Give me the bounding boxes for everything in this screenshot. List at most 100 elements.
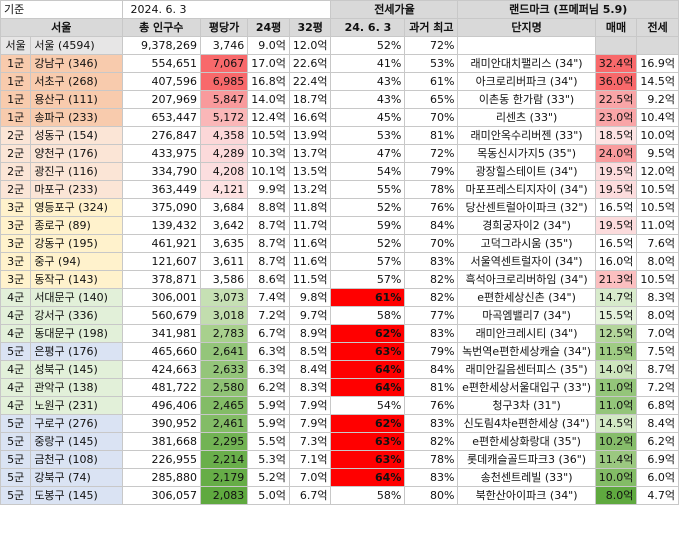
header-3[interactable]: 24평 <box>247 18 290 37</box>
price-per-pyeong-cell[interactable]: 4,208 <box>199 162 249 181</box>
population-cell[interactable]: 306,057 <box>121 486 201 505</box>
price-per-pyeong-cell[interactable]: 6,985 <box>199 72 249 91</box>
population-cell[interactable]: 560,679 <box>121 306 201 325</box>
price-per-pyeong-cell[interactable]: 3,018 <box>199 306 249 325</box>
sale-price-cell[interactable]: 11.4억 <box>594 450 638 469</box>
price-per-pyeong-cell[interactable]: 3,073 <box>199 288 249 307</box>
jeonse-ratio-cell[interactable]: 52% <box>330 36 406 55</box>
price-24-cell[interactable]: 12.4억 <box>247 108 290 127</box>
jeonse-price-cell[interactable]: 12.0억 <box>636 162 679 181</box>
complex-name-cell[interactable]: 청구3차 (31") <box>457 396 596 415</box>
price-32-cell[interactable]: 8.4억 <box>288 360 332 379</box>
sale-price-cell[interactable]: 32.4억 <box>594 54 638 73</box>
jeonse-max-cell[interactable]: 78% <box>404 180 459 199</box>
jeonse-ratio-cell[interactable]: 63% <box>330 450 406 469</box>
complex-name-cell[interactable]: 래미안대치팰리스 (34") <box>457 54 596 73</box>
complex-name-cell[interactable]: 목동신시가지5 (35") <box>457 144 596 163</box>
jeonse-ratio-cell[interactable]: 61% <box>330 288 406 307</box>
price-24-cell[interactable]: 10.1억 <box>247 162 290 181</box>
price-per-pyeong-cell[interactable]: 2,179 <box>199 468 249 487</box>
district-cell[interactable]: 용산구 (111) <box>30 90 123 109</box>
sale-price-cell[interactable]: 14.7억 <box>594 288 638 307</box>
price-per-pyeong-cell[interactable]: 4,358 <box>199 126 249 145</box>
price-per-pyeong-cell[interactable]: 3,746 <box>199 36 249 55</box>
population-cell[interactable]: 465,660 <box>121 342 201 361</box>
jeonse-ratio-cell[interactable]: 58% <box>330 306 406 325</box>
complex-name-cell[interactable]: 당산센트럴아이파크 (32") <box>457 198 596 217</box>
district-cell[interactable]: 중구 (94) <box>30 252 123 271</box>
complex-name-cell[interactable]: 마포프레스티지자이 (34") <box>457 180 596 199</box>
jeonse-ratio-cell[interactable]: 54% <box>330 162 406 181</box>
population-cell[interactable]: 334,790 <box>121 162 201 181</box>
gun-cell[interactable]: 1군 <box>0 108 32 127</box>
jeonse-max-cell[interactable]: 53% <box>404 54 459 73</box>
price-32-cell[interactable]: 13.5억 <box>288 162 332 181</box>
population-cell[interactable]: 285,880 <box>121 468 201 487</box>
complex-name-cell[interactable]: 마곡엠밸리7 (34") <box>457 306 596 325</box>
jeonse-max-cell[interactable]: 83% <box>404 468 459 487</box>
jeonse-ratio-cell[interactable]: 64% <box>330 378 406 397</box>
district-cell[interactable]: 광진구 (116) <box>30 162 123 181</box>
jeonse-ratio-cell[interactable]: 52% <box>330 198 406 217</box>
price-per-pyeong-cell[interactable]: 2,783 <box>199 324 249 343</box>
base-date-cell[interactable]: 2024. 6. 3 <box>121 0 332 19</box>
jeonse-price-cell[interactable]: 10.4억 <box>636 108 679 127</box>
gun-cell[interactable]: 2군 <box>0 144 32 163</box>
price-24-cell[interactable]: 5.5억 <box>247 432 290 451</box>
district-cell[interactable]: 성북구 (145) <box>30 360 123 379</box>
header-8[interactable]: 매매 <box>594 18 638 37</box>
jeonse-max-cell[interactable]: 72% <box>404 144 459 163</box>
jeonse-ratio-cell[interactable]: 59% <box>330 216 406 235</box>
price-24-cell[interactable]: 14.0억 <box>247 90 290 109</box>
district-cell[interactable]: 양천구 (176) <box>30 144 123 163</box>
sale-price-cell[interactable]: 23.0억 <box>594 108 638 127</box>
gun-cell[interactable]: 2군 <box>0 126 32 145</box>
district-cell[interactable]: 강남구 (346) <box>30 54 123 73</box>
population-cell[interactable]: 226,955 <box>121 450 201 469</box>
district-cell[interactable]: 은평구 (176) <box>30 342 123 361</box>
sale-price-cell[interactable] <box>594 36 638 55</box>
sale-price-cell[interactable]: 36.0억 <box>594 72 638 91</box>
district-cell[interactable]: 서울 (4594) <box>30 36 123 55</box>
district-cell[interactable]: 종로구 (89) <box>30 216 123 235</box>
price-32-cell[interactable]: 8.5억 <box>288 342 332 361</box>
price-32-cell[interactable]: 13.9억 <box>288 126 332 145</box>
jeonse-price-cell[interactable]: 16.9억 <box>636 54 679 73</box>
jeonse-max-cell[interactable]: 81% <box>404 126 459 145</box>
district-cell[interactable]: 영등포구 (324) <box>30 198 123 217</box>
jeonse-price-cell[interactable]: 7.0억 <box>636 324 679 343</box>
jeonse-max-cell[interactable]: 70% <box>404 234 459 253</box>
jeonse-price-cell[interactable]: 9.5억 <box>636 144 679 163</box>
jeonse-ratio-cell[interactable]: 47% <box>330 144 406 163</box>
jeonse-max-cell[interactable]: 61% <box>404 72 459 91</box>
district-cell[interactable]: 강서구 (336) <box>30 306 123 325</box>
sale-price-cell[interactable]: 24.0억 <box>594 144 638 163</box>
jeonse-max-cell[interactable]: 79% <box>404 342 459 361</box>
jeonse-price-cell[interactable]: 10.5억 <box>636 180 679 199</box>
jeonse-price-cell[interactable]: 6.0억 <box>636 468 679 487</box>
price-per-pyeong-cell[interactable]: 4,289 <box>199 144 249 163</box>
gun-cell[interactable]: 4군 <box>0 306 32 325</box>
jeonse-price-cell[interactable]: 10.5억 <box>636 198 679 217</box>
jeonse-max-cell[interactable]: 76% <box>404 396 459 415</box>
jeonse-price-cell[interactable]: 8.0억 <box>636 252 679 271</box>
header-9[interactable]: 전세 <box>636 18 679 37</box>
gun-cell[interactable]: 서울 <box>0 36 32 55</box>
population-cell[interactable]: 461,921 <box>121 234 201 253</box>
header-6[interactable]: 과거 최고 <box>404 18 459 37</box>
price-24-cell[interactable]: 8.8억 <box>247 198 290 217</box>
district-cell[interactable]: 동작구 (143) <box>30 270 123 289</box>
jeonse-max-cell[interactable]: 81% <box>404 378 459 397</box>
district-cell[interactable]: 강동구 (195) <box>30 234 123 253</box>
population-cell[interactable]: 139,432 <box>121 216 201 235</box>
jeonse-max-cell[interactable]: 83% <box>404 324 459 343</box>
district-cell[interactable]: 서초구 (268) <box>30 72 123 91</box>
sale-price-cell[interactable]: 10.0억 <box>594 468 638 487</box>
complex-name-cell[interactable]: 고덕그라시움 (35") <box>457 234 596 253</box>
district-cell[interactable]: 강북구 (74) <box>30 468 123 487</box>
price-24-cell[interactable]: 7.2억 <box>247 306 290 325</box>
jeonse-price-cell[interactable]: 6.9억 <box>636 450 679 469</box>
complex-name-cell[interactable]: 송천센트레빌 (33") <box>457 468 596 487</box>
population-cell[interactable]: 381,668 <box>121 432 201 451</box>
price-24-cell[interactable]: 5.9억 <box>247 414 290 433</box>
